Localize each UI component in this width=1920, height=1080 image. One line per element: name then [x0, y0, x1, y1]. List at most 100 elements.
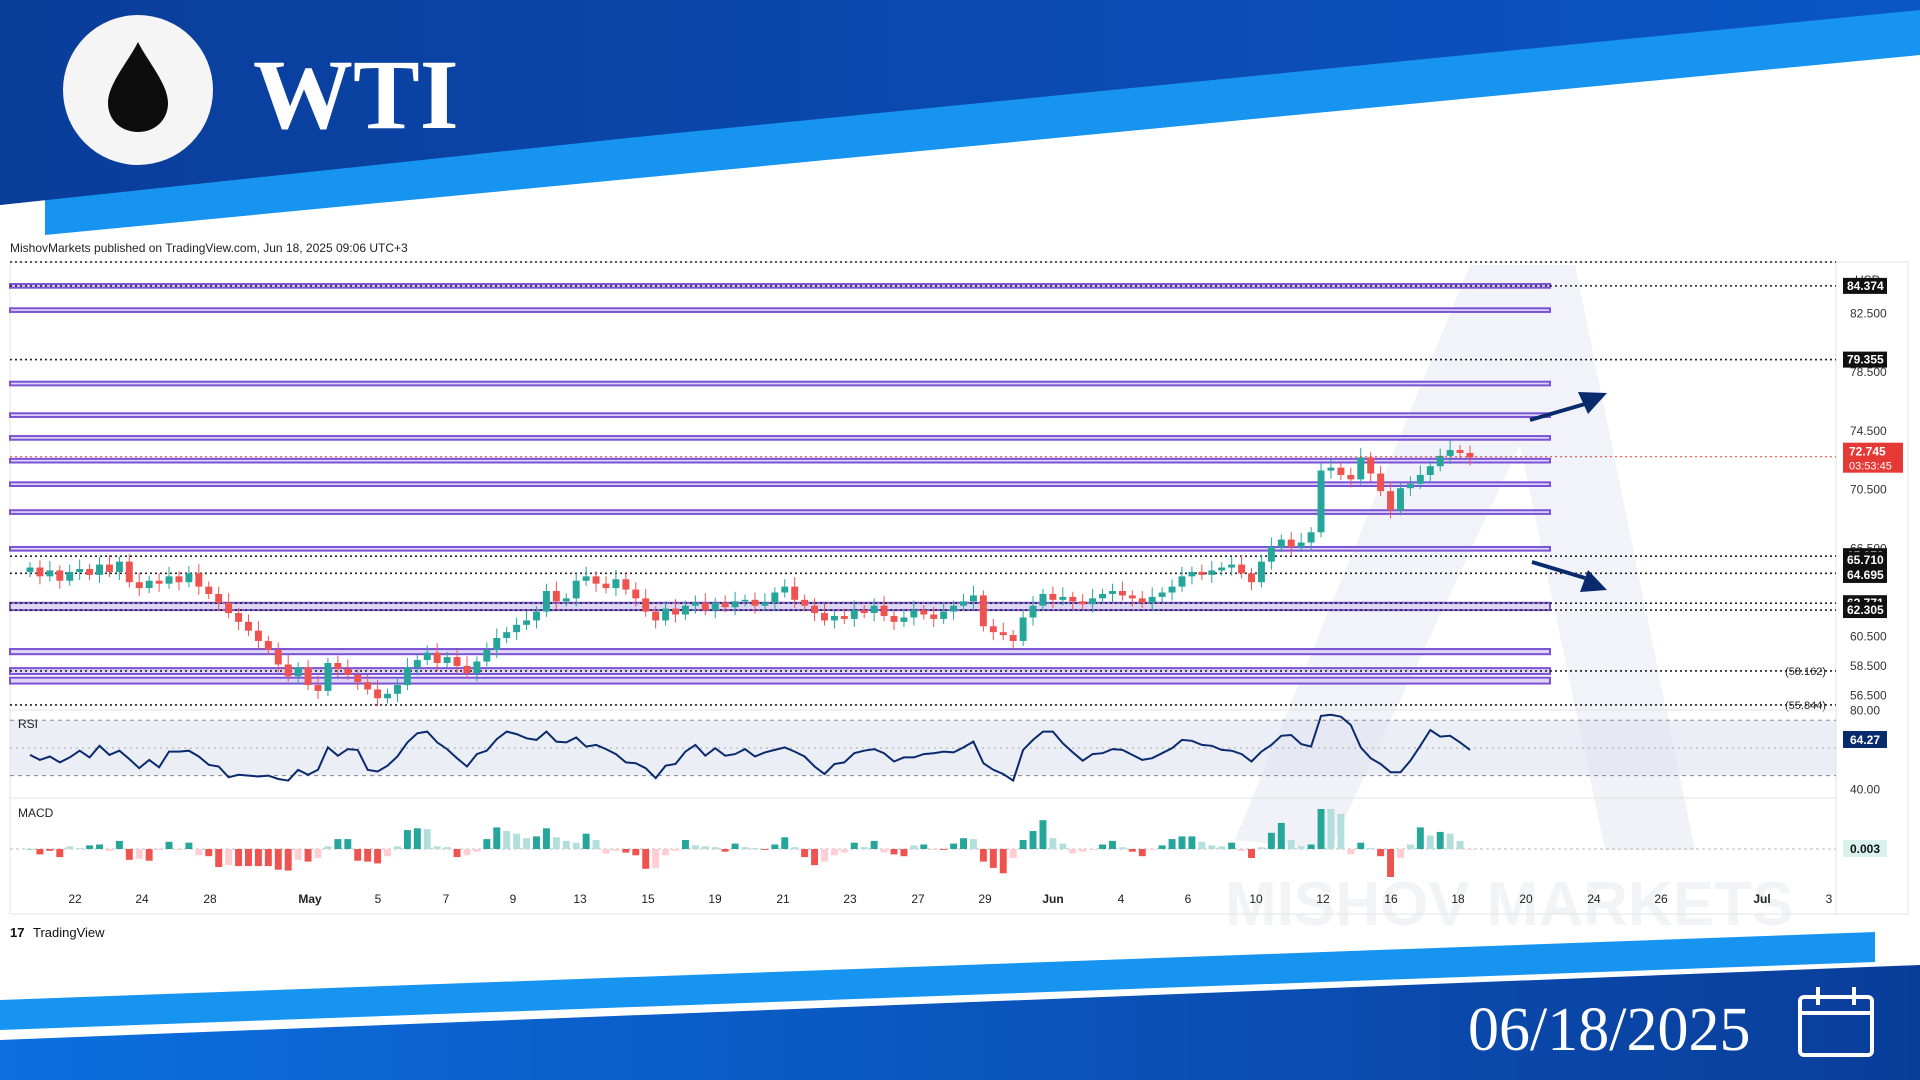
time-tick-label: 28 — [203, 892, 217, 906]
candle-body — [572, 580, 580, 599]
time-tick-label: 21 — [776, 892, 790, 906]
candle-body — [1148, 596, 1156, 603]
candle-body — [781, 586, 789, 593]
time-tick-label: 18 — [1451, 892, 1465, 906]
candle-body — [741, 599, 749, 602]
macd-bar — [155, 849, 163, 850]
macd-bar — [1397, 849, 1404, 858]
macd-bar — [1406, 844, 1414, 849]
candle-body — [622, 579, 630, 590]
macd-bar — [1089, 849, 1097, 850]
candle-body — [1416, 474, 1424, 484]
macd-bar — [1267, 832, 1275, 849]
macd-bar — [542, 828, 550, 849]
macd-bar — [1426, 835, 1434, 849]
candle-body — [890, 615, 898, 622]
macd-bar — [821, 849, 828, 862]
macd-bar — [46, 849, 54, 851]
macd-bar — [920, 844, 928, 849]
candle-body — [413, 660, 421, 668]
macd-bar — [1118, 847, 1126, 849]
candle-body — [1029, 605, 1037, 618]
rsi-line — [29, 713, 1471, 783]
time-tick-label: Jun — [1042, 892, 1063, 906]
candle-body — [354, 674, 362, 683]
price-axis-layer: 82.50078.50074.50070.50066.50060.50058.5… — [1785, 277, 1903, 712]
candle-body — [364, 682, 372, 690]
candle-body — [1248, 573, 1255, 583]
candle-body — [1019, 617, 1027, 641]
candle-body — [612, 579, 620, 589]
candle-body — [602, 583, 610, 589]
macd-bar — [1297, 846, 1305, 849]
macd-bar — [691, 845, 699, 849]
macd-bar — [26, 849, 34, 850]
bracket-level-label: (55.844) — [1785, 700, 1826, 712]
macd-bar — [1456, 840, 1464, 849]
macd-bar — [999, 849, 1007, 874]
candle-body — [344, 668, 352, 675]
calendar-icon — [1798, 987, 1874, 1057]
time-tick-label: May — [298, 892, 322, 906]
macd-bar — [582, 833, 590, 849]
candle-body — [254, 630, 262, 641]
candle-body — [493, 638, 501, 650]
macd-histogram — [26, 809, 1474, 877]
macd-bar — [1158, 845, 1166, 849]
macd-bar — [314, 849, 322, 858]
candle-body — [304, 667, 312, 686]
time-tick-label: 13 — [573, 892, 587, 906]
rsi-value: 64.27 — [1850, 733, 1880, 747]
candle-body — [165, 576, 173, 584]
candle-body — [314, 685, 322, 691]
zone-band — [9, 676, 1551, 685]
candle-body — [443, 657, 451, 663]
candle-body — [185, 573, 193, 583]
macd-bar — [1218, 846, 1226, 849]
macd-value-badge — [1843, 840, 1887, 857]
candle-body — [930, 614, 938, 619]
macd-bar — [403, 830, 411, 849]
zone-band — [9, 457, 1551, 464]
candle-body — [324, 662, 332, 691]
candle-body — [989, 626, 997, 633]
macd-value: 0.003 — [1850, 842, 1880, 856]
macd-bar — [463, 849, 471, 856]
candle-body — [503, 632, 511, 639]
price-badge — [1843, 602, 1887, 619]
macd-bar — [662, 849, 670, 856]
macd-bar — [761, 849, 769, 850]
macd-bar — [215, 849, 223, 867]
candle-body — [1456, 450, 1464, 453]
candle-body — [1198, 571, 1206, 575]
macd-bar — [1069, 849, 1077, 854]
macd-bar — [652, 849, 660, 868]
tradingview-logo-icon: 17 — [10, 925, 24, 940]
zone-band — [9, 648, 1551, 656]
price-badge-label: 84.374 — [1847, 279, 1884, 293]
macd-bar — [1327, 809, 1335, 849]
macd-bar — [66, 846, 74, 849]
time-tick-label: 15 — [641, 892, 655, 906]
candle-body — [1009, 635, 1017, 641]
candle-body — [1208, 570, 1216, 575]
candle-body — [999, 632, 1007, 636]
macd-bar — [1337, 813, 1345, 849]
candle-body — [701, 602, 709, 611]
time-tick-label: 24 — [135, 892, 149, 906]
candle-body — [1377, 473, 1385, 492]
price-tick-label: 82.500 — [1850, 306, 1887, 320]
candle-body — [900, 617, 908, 622]
time-tick-label: 9 — [510, 892, 517, 906]
footer-main-band — [0, 965, 1920, 1080]
candle-body — [950, 605, 958, 612]
macd-bar — [930, 849, 938, 850]
macd-bar — [950, 843, 958, 849]
zone-band — [9, 481, 1551, 488]
macd-bar — [1367, 848, 1375, 849]
macd-bar — [1257, 847, 1265, 849]
candle-body — [850, 610, 858, 619]
rsi-value-badge — [1843, 731, 1887, 748]
candle-body — [642, 598, 650, 612]
candle-body — [761, 602, 769, 606]
